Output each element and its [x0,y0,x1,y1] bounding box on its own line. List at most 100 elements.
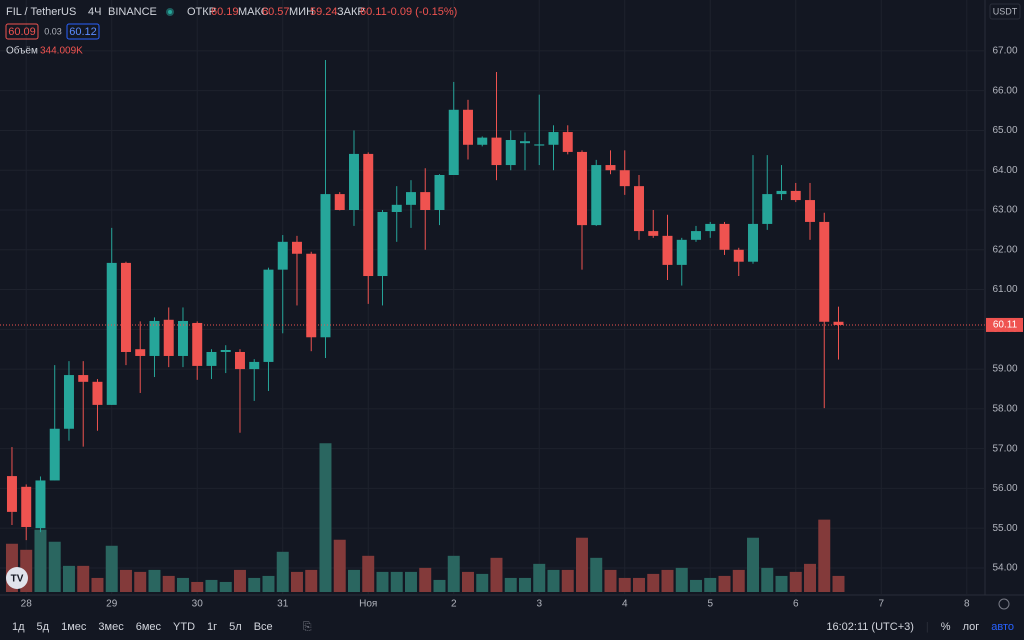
volume-bar [376,571,389,592]
volume-value: 344.009K [40,46,83,57]
open-value: 60.19 [211,6,239,18]
candle-body [619,170,630,187]
x-tick-label: 28 [21,599,33,610]
ask-box[interactable] [66,23,100,40]
divider: | [925,621,929,633]
volume-bar [447,555,460,592]
range-button[interactable]: 1г [207,621,218,633]
currency-box[interactable] [989,3,1021,20]
x-tick-label: 5 [707,599,713,610]
volume-bar [262,575,275,592]
range-button[interactable]: 5д [36,621,50,633]
range-button[interactable]: 6мес [135,621,162,633]
x-tick-label: Ноя [359,599,377,610]
y-tick-label: 66.00 [992,85,1017,96]
volume-bar [119,569,132,592]
range-button[interactable]: 5л [229,621,242,633]
bid: 60.09 [8,26,36,38]
candle-body [149,320,160,356]
candle-body [577,151,587,226]
candle-body [591,165,602,226]
volume-bar [476,573,489,592]
candle-body [249,361,260,370]
candle-body [306,253,317,338]
candle-body [648,231,659,236]
volume-bar [547,569,560,592]
volume-bar [504,577,517,592]
candle-body [463,109,473,145]
x-tick-label: 3 [536,599,542,610]
candle-body [434,175,445,210]
interval[interactable]: 4Ч [88,6,101,18]
y-tick-label: 62.00 [992,244,1017,255]
y-tick-label: 59.00 [992,364,1017,375]
volume-bar [775,575,788,592]
candle-body [377,211,388,277]
goto-icon[interactable]: ⎘ [302,620,312,633]
y-tick-label: 57.00 [992,443,1017,454]
candle-body [420,192,431,210]
low-label: МИН [289,6,314,18]
candle-body [790,190,801,201]
volume-bar [276,551,289,592]
range-button[interactable]: 1мес [61,621,87,633]
settings-icon[interactable] [998,598,1010,610]
volume-bar [604,569,617,592]
range-buttons: 1д 5д 1мес 3мес 6мес YTD 1г 5л Все [0,621,279,633]
last-price-box [986,317,1023,332]
price-axis-bg [985,0,1024,614]
volume-bar [590,557,603,592]
volume-bar [490,557,503,592]
candle-body [263,269,274,362]
volume-bar [519,577,531,592]
symbol[interactable]: FIL / TetherUS [6,6,76,18]
y-tick-label: 67.00 [992,46,1017,57]
volume-bar [347,569,360,592]
volume-layer [5,443,845,592]
exchange: BINANCE [108,6,157,18]
candle-body [805,200,815,222]
candle-body [505,140,516,166]
volume-bar [747,537,759,592]
candle-body [6,476,17,512]
candle-body [35,480,46,529]
y-tick-label: 64.00 [992,165,1017,176]
range-button[interactable]: YTD [173,621,196,633]
candle-body [691,231,701,240]
candle-body [220,350,231,352]
candle-body [206,351,217,366]
scale-option[interactable]: лог [962,621,980,633]
candle-body [63,375,74,429]
high-label: МАКС [238,6,269,18]
candle-body [762,194,773,224]
close-value: 60.11 [360,6,387,18]
scale-options: % лог авто [935,621,1024,633]
y-tick-label: 61.00 [992,284,1017,295]
bid-box[interactable] [5,23,39,40]
grid [0,0,985,595]
last-price-label: 60.11 [993,320,1018,331]
candle-body [748,223,758,262]
candle-body [662,235,673,265]
candle-body [320,194,331,338]
volume-bar [162,575,175,592]
range-button[interactable]: Все [253,621,273,633]
candle-body [477,137,488,145]
low-value: 59.24 [310,6,338,18]
range-button[interactable]: 3мес [98,621,124,633]
volume-bar [20,549,33,592]
scale-option[interactable]: % [940,621,951,633]
candle-body [291,241,302,254]
close-label: ЗАКР [337,6,365,18]
volume-bar [219,581,232,592]
volume-bar [818,519,831,592]
candle-body [78,375,89,382]
volume-bar [191,581,204,592]
volume-bar [48,541,61,592]
candle-body [120,262,131,352]
logo[interactable] [6,567,28,589]
volume-bar [433,579,446,592]
scale-option[interactable]: авто [991,621,1014,633]
range-button[interactable]: 1д [12,621,25,633]
